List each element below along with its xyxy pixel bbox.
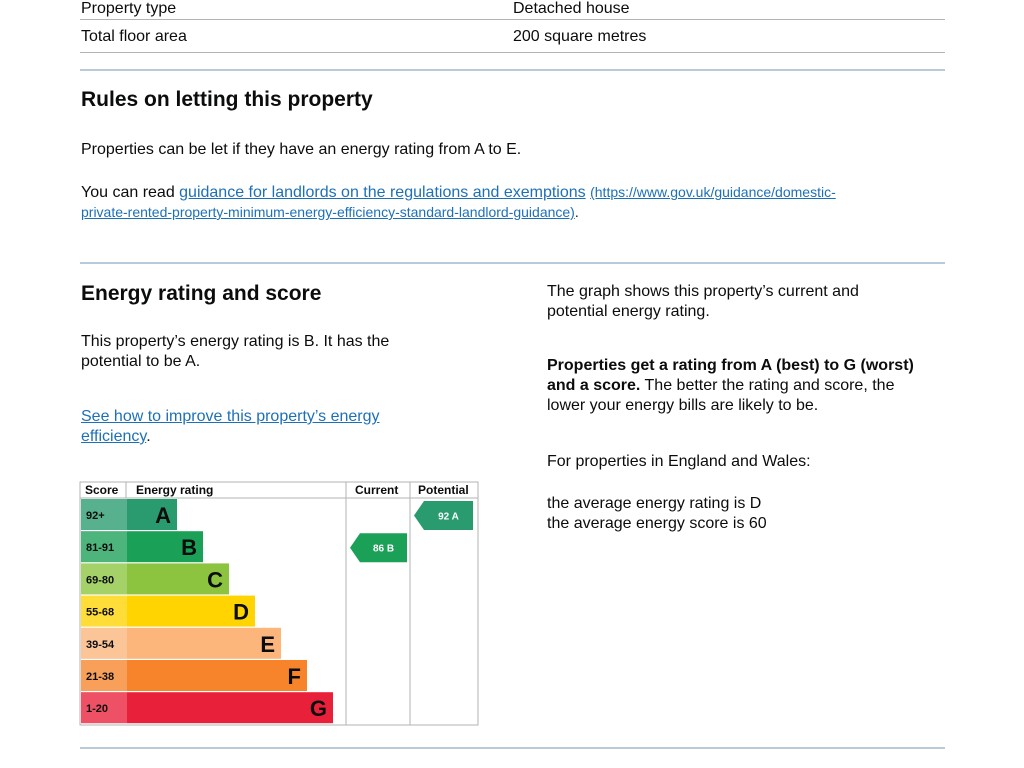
average-rating: the average energy rating is D: [547, 495, 762, 512]
band-a-score-cell: [81, 499, 127, 530]
current-rating-pointer-label: 86 B: [373, 544, 394, 555]
scale-bold-line1: Properties get a rating from A (best) to…: [547, 357, 914, 374]
band-g-letter: G: [310, 696, 327, 721]
band-g-range: 1-20: [86, 703, 108, 715]
rating-line1: This property’s energy rating is B. It h…: [81, 333, 390, 350]
rating-line2: potential to be A.: [81, 353, 201, 370]
band-d-bar: [81, 595, 255, 627]
read-prefix: You can read: [81, 184, 180, 201]
band-e-range: 39-54: [86, 639, 115, 651]
band-d-score-cell: [81, 595, 127, 627]
guidance-url-line2[interactable]: private-rented-property-minimum-energy-e…: [81, 204, 575, 220]
band-c-letter: C: [207, 567, 223, 592]
url-end: .: [574, 204, 579, 220]
letting-intro: Properties can be let if they have an en…: [81, 141, 522, 158]
energy-heading: Energy rating and score: [81, 282, 322, 305]
letting-guidance-paragraph: You can read guidance for landlords on t…: [81, 182, 941, 203]
energy-rating-text: This property’s energy rating is B. It h…: [81, 332, 389, 372]
rating-scale-explanation: Properties get a rating from A (best) to…: [547, 356, 914, 416]
graph-description: The graph shows this property’s current …: [547, 282, 859, 322]
landlord-guidance-link[interactable]: guidance for landlords on the regulation…: [179, 184, 586, 201]
band-g-score-cell: [81, 692, 127, 724]
floor-area-label: Total floor area: [81, 28, 187, 45]
band-c-score-cell: [81, 563, 127, 595]
section-divider: [80, 262, 945, 264]
floor-area-value: 200 square metres: [513, 28, 647, 45]
scale-rest-line3: lower your energy bills are likely to be…: [547, 397, 819, 414]
regional-averages: the average energy rating is D the avera…: [547, 494, 767, 534]
band-b-score-cell: [81, 531, 127, 563]
graph-desc-line2: potential energy rating.: [547, 303, 710, 320]
band-a-letter: A: [155, 503, 171, 528]
current-rating-pointer: [350, 533, 407, 563]
header-energy-rating: Energy rating: [136, 483, 213, 497]
band-a-range: 92+: [86, 510, 105, 522]
chart-frame: [79, 481, 479, 726]
table-row: Total floor area 200 square metres: [80, 21, 945, 53]
section-divider: [80, 69, 945, 71]
property-type-value: Detached house: [513, 0, 630, 17]
letting-heading: Rules on letting this property: [81, 88, 373, 111]
improve-efficiency-link[interactable]: See how to improve this property’s energ…: [81, 408, 380, 425]
header-score: Score: [85, 483, 119, 497]
average-score: the average energy score is 60: [547, 515, 767, 532]
energy-rating-chart: Score Energy rating Current Potential 92…: [79, 481, 479, 726]
guidance-url-line1[interactable]: (https://www.gov.uk/guidance/domestic-: [590, 184, 836, 200]
potential-rating-pointer-label: 92 A: [438, 512, 459, 523]
band-d-letter: D: [233, 600, 249, 625]
improve-efficiency-link-line2[interactable]: efficiency: [81, 428, 147, 445]
band-b-letter: B: [181, 535, 197, 560]
band-b-range: 81-91: [86, 542, 114, 554]
band-a-bar: [81, 499, 177, 530]
band-f-letter: F: [288, 664, 301, 689]
property-type-label: Property type: [81, 0, 177, 17]
band-d-range: 55-68: [86, 607, 114, 619]
potential-rating-pointer: [414, 501, 473, 530]
header-potential: Potential: [418, 483, 469, 497]
improve-link-end: .: [146, 428, 151, 445]
band-f-range: 21-38: [86, 671, 114, 683]
band-b-bar: [81, 531, 203, 563]
band-g-bar: [81, 692, 333, 724]
band-e-score-cell: [81, 627, 127, 659]
band-f-bar: [81, 660, 307, 691]
band-c-range: 69-80: [86, 574, 114, 586]
band-e-letter: E: [260, 632, 275, 657]
improve-efficiency-paragraph: See how to improve this property’s energ…: [81, 407, 380, 447]
section-divider: [80, 747, 945, 749]
table-row: Property type Detached house: [80, 0, 945, 20]
band-f-score-cell: [81, 660, 127, 691]
band-c-bar: [81, 563, 229, 595]
graph-desc-line1: The graph shows this property’s current …: [547, 283, 859, 300]
scale-bold-line2: and a score.: [547, 377, 641, 394]
scale-rest-line2: The better the rating and score, the: [640, 377, 895, 394]
guidance-url-continued: private-rented-property-minimum-energy-e…: [81, 204, 579, 222]
regional-intro: For properties in England and Wales:: [547, 453, 811, 470]
band-e-bar: [81, 627, 281, 659]
header-current: Current: [355, 483, 398, 497]
